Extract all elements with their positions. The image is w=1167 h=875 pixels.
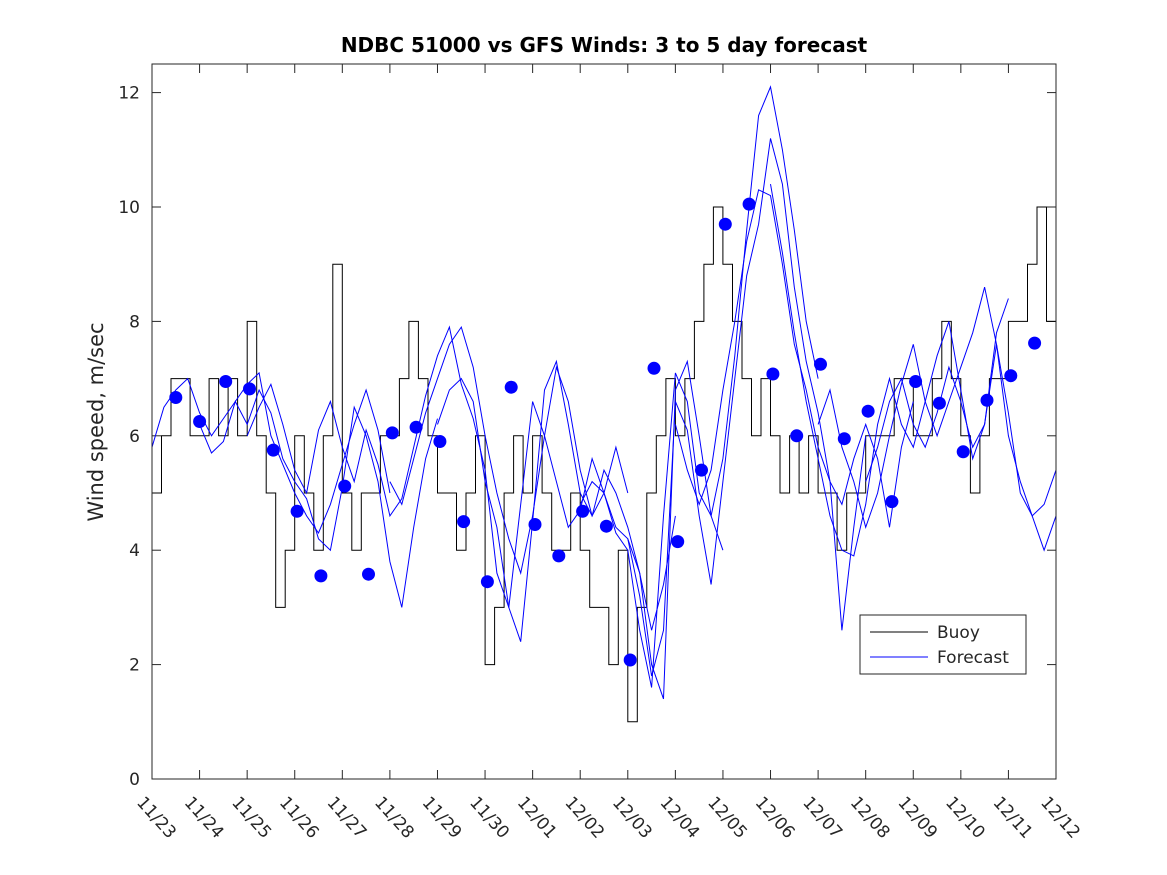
forecast-point	[552, 549, 566, 563]
y-tick-label: 12	[118, 84, 140, 104]
forecast-point	[576, 504, 590, 518]
forecast-point	[790, 429, 804, 443]
legend-label-buoy: Buoy	[937, 623, 980, 643]
forecast-point	[169, 391, 183, 404]
legend: Buoy Forecast	[859, 614, 1027, 675]
forecast-point	[243, 382, 256, 396]
chart-title: NDBC 51000 vs GFS Winds: 3 to 5 day fore…	[341, 33, 868, 57]
forecast-point	[385, 426, 399, 440]
series-forecast-line	[579, 85, 819, 688]
forecast-point	[193, 415, 207, 428]
forecast-point	[338, 479, 352, 493]
forecast-point	[433, 435, 447, 448]
forecast-point	[932, 396, 946, 410]
forecast-point	[718, 217, 732, 231]
forecast-point	[1028, 336, 1042, 350]
series-forecast-line	[770, 184, 1009, 557]
forecast-point	[480, 575, 494, 589]
forecast-point	[647, 361, 661, 375]
forecast-point	[909, 375, 923, 388]
y-tick-label: 2	[129, 656, 140, 676]
forecast-point	[861, 404, 875, 418]
forecast-point	[457, 515, 471, 529]
axes-frame	[151, 63, 1057, 780]
series-forecast-line	[437, 359, 676, 642]
series-forecast-line	[246, 325, 486, 518]
series-forecast-line	[627, 138, 867, 677]
forecast-point	[837, 432, 851, 446]
forecast-point	[814, 357, 827, 371]
series-forecast-line	[865, 344, 1057, 552]
forecast-point	[695, 463, 708, 477]
y-axis-label: Wind speed, m/sec	[84, 322, 108, 521]
series-forecast-line	[389, 325, 629, 575]
y-tick-label: 4	[129, 541, 140, 561]
legend-label-forecast: Forecast	[937, 648, 1009, 668]
forecast-point	[1004, 369, 1018, 383]
forecast-point	[623, 653, 637, 667]
y-tick-label: 8	[129, 312, 140, 332]
forecast-point	[742, 197, 756, 211]
forecast-point	[885, 495, 899, 509]
forecast-point	[528, 518, 542, 531]
series-forecast-line	[674, 189, 914, 528]
y-tick-label: 10	[118, 198, 140, 218]
y-tick-label: 0	[129, 770, 140, 790]
forecast-point	[766, 367, 780, 381]
forecast-point	[980, 393, 994, 407]
forecast-point	[409, 420, 423, 434]
forecast-point	[599, 519, 613, 533]
forecast-point	[219, 375, 233, 388]
forecast-point	[504, 380, 518, 394]
forecast-point	[266, 443, 280, 457]
series-forecast-line	[151, 371, 391, 535]
forecast-point	[362, 567, 375, 581]
forecast-point	[671, 535, 685, 549]
legend-box	[859, 614, 1027, 675]
forecast-point	[314, 569, 328, 583]
series-buoy-line	[152, 206, 1057, 723]
series-forecast-line	[199, 388, 438, 608]
forecast-point	[956, 445, 970, 459]
forecast-point	[290, 504, 304, 518]
y-tick-label: 6	[129, 427, 140, 447]
